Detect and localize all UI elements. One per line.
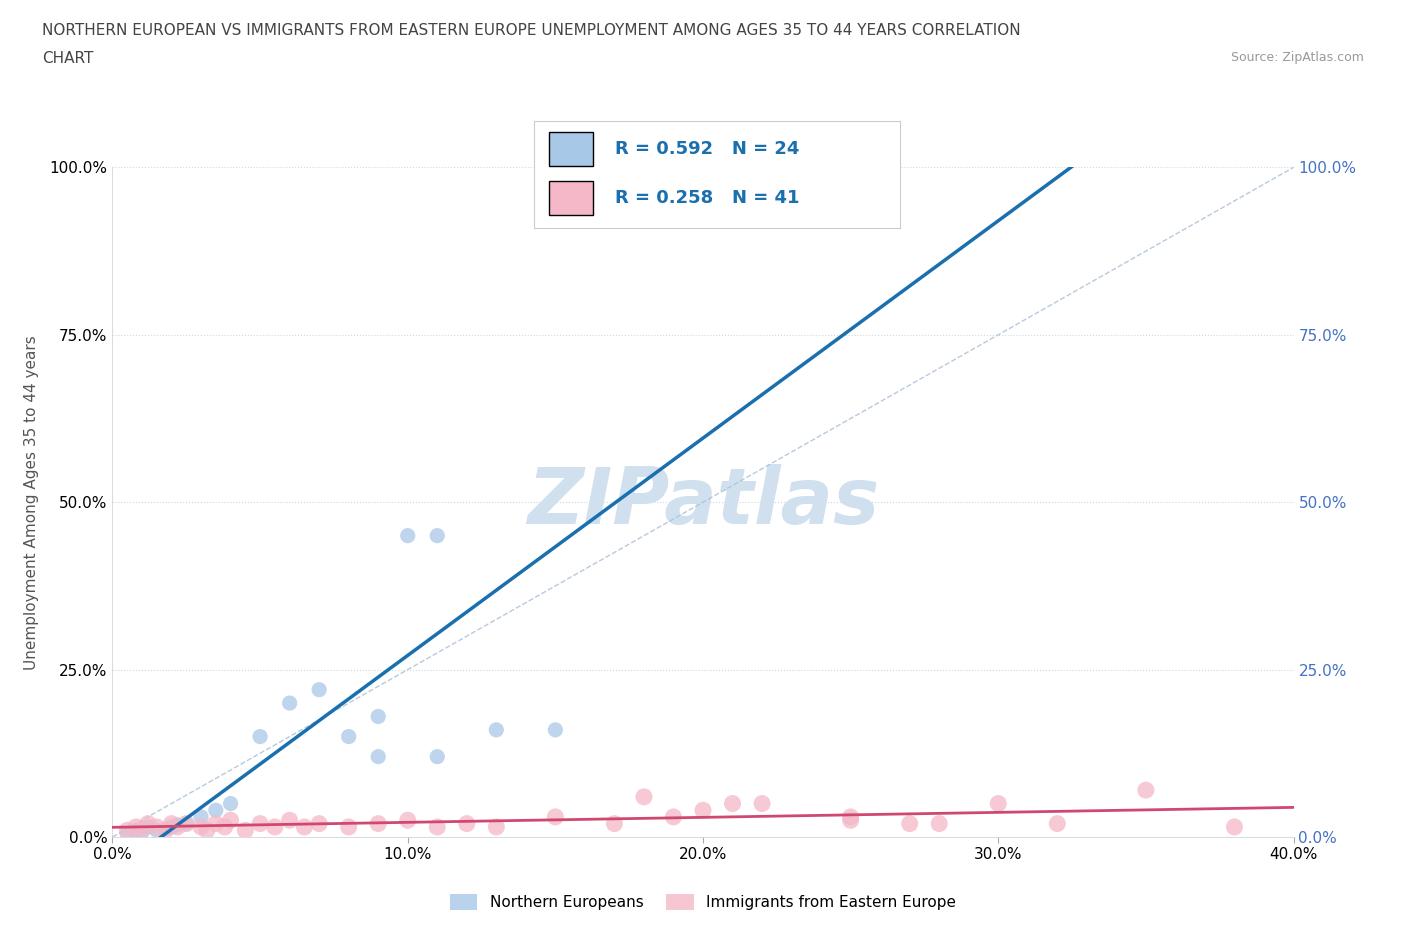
Point: [233, 823, 256, 838]
Point: [426, 819, 449, 834]
Point: [308, 683, 330, 698]
Point: [426, 528, 449, 543]
Point: [190, 809, 212, 824]
Point: [721, 796, 744, 811]
Point: [264, 819, 287, 834]
Text: NORTHERN EUROPEAN VS IMMIGRANTS FROM EASTERN EUROPE UNEMPLOYMENT AMONG AGES 35 T: NORTHERN EUROPEAN VS IMMIGRANTS FROM EAS…: [42, 23, 1021, 38]
Point: [633, 790, 655, 804]
Point: [692, 206, 714, 221]
Point: [898, 817, 921, 831]
Point: [292, 819, 315, 834]
Point: [396, 528, 419, 543]
Point: [839, 813, 862, 828]
Point: [426, 750, 449, 764]
FancyBboxPatch shape: [548, 132, 593, 166]
Point: [839, 809, 862, 824]
Point: [155, 821, 177, 836]
Point: [337, 819, 360, 834]
Point: [166, 819, 188, 834]
Point: [249, 817, 271, 831]
Point: [396, 813, 419, 828]
Point: [136, 819, 159, 834]
Point: [485, 723, 508, 737]
Point: [131, 824, 153, 839]
Point: [278, 696, 301, 711]
Point: [205, 817, 228, 831]
Point: [146, 823, 169, 838]
Text: Source: ZipAtlas.com: Source: ZipAtlas.com: [1230, 51, 1364, 64]
Point: [337, 729, 360, 744]
Point: [249, 729, 271, 744]
Point: [603, 817, 626, 831]
Point: [125, 819, 148, 834]
Point: [1046, 817, 1069, 831]
Point: [662, 809, 685, 824]
FancyBboxPatch shape: [548, 180, 593, 215]
Point: [456, 817, 478, 831]
Point: [136, 817, 159, 831]
Point: [125, 823, 148, 838]
Point: [367, 709, 389, 724]
Point: [190, 819, 212, 834]
Text: CHART: CHART: [42, 51, 94, 66]
Point: [117, 826, 138, 841]
Point: [195, 823, 218, 838]
Point: [160, 819, 183, 834]
Point: [692, 803, 714, 817]
Point: [1223, 819, 1246, 834]
Point: [174, 817, 197, 831]
Text: R = 0.258   N = 41: R = 0.258 N = 41: [614, 189, 799, 206]
Point: [367, 750, 389, 764]
Point: [219, 813, 242, 828]
Text: ZIPatlas: ZIPatlas: [527, 464, 879, 540]
Point: [544, 723, 567, 737]
Point: [1135, 783, 1157, 798]
Point: [155, 823, 177, 838]
Point: [174, 817, 197, 831]
Point: [987, 796, 1010, 811]
Y-axis label: Unemployment Among Ages 35 to 44 years: Unemployment Among Ages 35 to 44 years: [24, 335, 38, 670]
Point: [160, 817, 183, 831]
Point: [166, 817, 188, 832]
Legend: Northern Europeans, Immigrants from Eastern Europe: Northern Europeans, Immigrants from East…: [444, 888, 962, 916]
Point: [278, 813, 301, 828]
Point: [219, 796, 242, 811]
Point: [214, 819, 236, 834]
Point: [308, 817, 330, 831]
Point: [485, 819, 508, 834]
Point: [751, 796, 773, 811]
Point: [544, 809, 567, 824]
Point: [131, 823, 153, 838]
Point: [928, 817, 950, 831]
Point: [367, 817, 389, 831]
Point: [117, 823, 138, 838]
Text: R = 0.592   N = 24: R = 0.592 N = 24: [614, 140, 799, 158]
Point: [146, 819, 169, 834]
Point: [205, 803, 228, 817]
